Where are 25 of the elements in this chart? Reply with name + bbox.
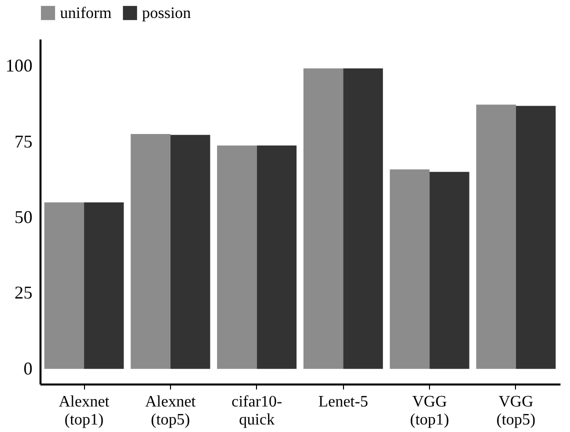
y-tick-label: 75 [14,131,32,152]
x-tick-label: Lenet-5 [318,394,368,410]
bar [84,202,124,369]
bar [430,172,470,369]
bar [343,68,383,369]
bar [130,134,170,369]
x-tick-label: VGG (top1) [410,394,450,428]
legend-label: possion [142,5,191,22]
x-tick-label: Alexnet (top1) [58,394,110,428]
legend-label: uniform [60,5,112,22]
bar [256,146,297,369]
bar [217,146,257,369]
y-tick-label: 0 [24,358,32,378]
bar [516,106,556,369]
y-tick-label: 50 [14,207,32,228]
bar [390,169,430,369]
bar [476,104,516,369]
bar [170,134,210,369]
bar [44,202,84,369]
y-tick-label: 25 [14,282,32,303]
bar [303,68,344,369]
x-tick-label: Alexnet (top5) [145,394,196,428]
x-tick-label: VGG (top5) [496,394,536,428]
x-tick-label: cifar10-quick [231,394,282,428]
y-tick-label: 100 [6,56,32,76]
